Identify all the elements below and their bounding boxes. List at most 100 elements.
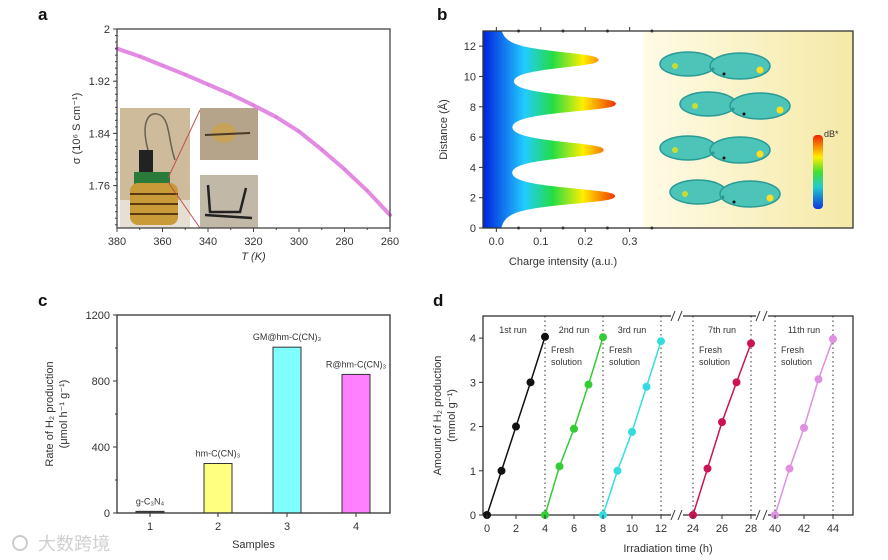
- fresh-solution-label: Fresh solution: [781, 345, 812, 367]
- data-point: [526, 378, 535, 387]
- x-tick-label: 6: [571, 523, 577, 535]
- x-tick-label: 1: [147, 521, 153, 533]
- y-tick-label: 4: [470, 333, 476, 345]
- x-axis-label: Irradiation time (h): [623, 543, 712, 555]
- y-tick-label: 400: [92, 442, 110, 454]
- axis-break-mark: [670, 509, 676, 521]
- peak-marker: [602, 149, 604, 151]
- data-point: [297, 129, 301, 134]
- molecule-layer: [669, 179, 781, 208]
- panel-label-d: d: [433, 291, 443, 310]
- data-point: [342, 167, 347, 171]
- y-tick-label: 2: [470, 422, 476, 434]
- x-tick-label: 0.0: [489, 236, 504, 248]
- y-tick-label: 1.84: [89, 128, 110, 140]
- y-tick-label: 12: [464, 41, 476, 53]
- photo-board: [134, 172, 170, 184]
- axis-break-mark: [762, 509, 768, 521]
- data-point: [229, 92, 233, 96]
- x-tick-label: 44: [827, 523, 839, 535]
- x-tick-label: 2: [513, 523, 519, 535]
- x-tick-label: 300: [290, 236, 308, 248]
- x-tick-label: 4: [353, 521, 359, 533]
- y-axis-label: Amount of H₂ production: [432, 356, 444, 476]
- data-point: [814, 375, 823, 384]
- panel-label-c: c: [38, 291, 47, 310]
- x-tick-label: 0.3: [622, 236, 637, 248]
- panel-label-a: a: [38, 5, 48, 24]
- data-point: [183, 73, 187, 77]
- peak-marker: [614, 195, 616, 197]
- zoom-line: [167, 181, 201, 229]
- photo-wires: [144, 113, 176, 161]
- axis-break-mark: [677, 509, 683, 521]
- molecule-bridge: [710, 66, 716, 72]
- x-minor-tick-top: [605, 29, 609, 33]
- bar-label: R@hm-C(CN)₃: [326, 359, 387, 369]
- bar-label: hm-C(CN)₃: [196, 449, 241, 459]
- atom-dot: [732, 200, 736, 204]
- molecule-bridge: [710, 150, 716, 156]
- data-point: [541, 332, 549, 341]
- axis-break-mark: [677, 310, 683, 322]
- watermark: 大数跨境: [12, 534, 110, 554]
- y-tick-label: 4: [470, 162, 476, 174]
- inset-photo: [120, 108, 258, 229]
- x-minor-tick-top: [650, 29, 654, 33]
- x-tick-label: 2: [215, 521, 221, 533]
- data-point: [274, 115, 278, 119]
- y-axis-label: Rate of H₂ production: [44, 361, 56, 466]
- x-tick-label: 360: [153, 236, 171, 248]
- y-tick-label: 0: [470, 223, 476, 235]
- chart-c: g-C₃N₄ 1 hm-C(CN)₃ 2 GM@hm-C(CN)₃ 3 R@hm-C(CN)…: [44, 310, 391, 551]
- data-point: [829, 334, 837, 343]
- data-point: [613, 466, 622, 475]
- run-label: 2nd run: [559, 325, 590, 335]
- peak-marker: [615, 103, 617, 105]
- watermark-text: 大数跨境: [38, 534, 110, 554]
- atom-dot: [722, 72, 726, 76]
- y-tick-label: 8: [470, 102, 476, 114]
- data-point: [320, 148, 324, 152]
- x-tick-label: 12: [655, 523, 667, 535]
- fresh-solution-word: Fresh: [699, 345, 722, 355]
- y-tick-label: 6: [470, 132, 476, 144]
- bar-sample-2: [203, 463, 233, 514]
- chart-d: 1st run 2nd run Fresh solution 3rd run Fresh s…: [432, 310, 854, 555]
- molecule-bridge: [730, 106, 736, 112]
- photo-pellet: [212, 123, 236, 143]
- colorbar-label: dB*: [824, 129, 839, 139]
- x-axis-label: Charge intensity (a.u.): [509, 256, 617, 268]
- fresh-solution-word: solution: [609, 357, 640, 367]
- density-spot: [756, 66, 764, 74]
- x-tick-label: 280: [335, 236, 353, 248]
- x-minor-tick: [650, 226, 654, 230]
- density-spot: [672, 147, 678, 153]
- y-tick-label: 800: [92, 376, 110, 388]
- fresh-solution-word: solution: [551, 357, 582, 367]
- density-spot: [692, 103, 698, 109]
- molecule-blob: [659, 135, 717, 161]
- y-axis-label: σ (10⁶ S cm⁻¹): [71, 93, 83, 165]
- bar-label: GM@hm-C(CN)₃: [253, 332, 322, 342]
- y-axis-label: Distance (Å): [437, 99, 450, 160]
- x-axis-label: Samples: [232, 539, 275, 551]
- data-point: [657, 337, 665, 346]
- density-spot: [776, 106, 784, 114]
- axis-break-mark: [762, 310, 768, 322]
- x-minor-tick-top: [517, 29, 521, 33]
- fresh-solution-label: Fresh solution: [551, 345, 582, 367]
- y-tick-label: 10: [464, 71, 476, 83]
- run-label: 1st run: [499, 325, 527, 335]
- x-tick-label: 260: [381, 236, 399, 248]
- x-tick-label: 28: [745, 523, 757, 535]
- watermark-logo-icon: [12, 535, 28, 551]
- x-minor-tick: [517, 226, 521, 230]
- molecule-layer: [659, 51, 771, 80]
- x-tick-label: 0.1: [533, 236, 548, 248]
- data-point: [747, 339, 755, 348]
- chart-a: 380 360 340 320 300 280 260 2 1.92 1.84 1.76 T (K) σ…: [71, 24, 399, 263]
- y-tick-label: 2: [470, 193, 476, 205]
- y-axis-unit-label: (μmol h⁻¹ g⁻¹): [58, 380, 70, 449]
